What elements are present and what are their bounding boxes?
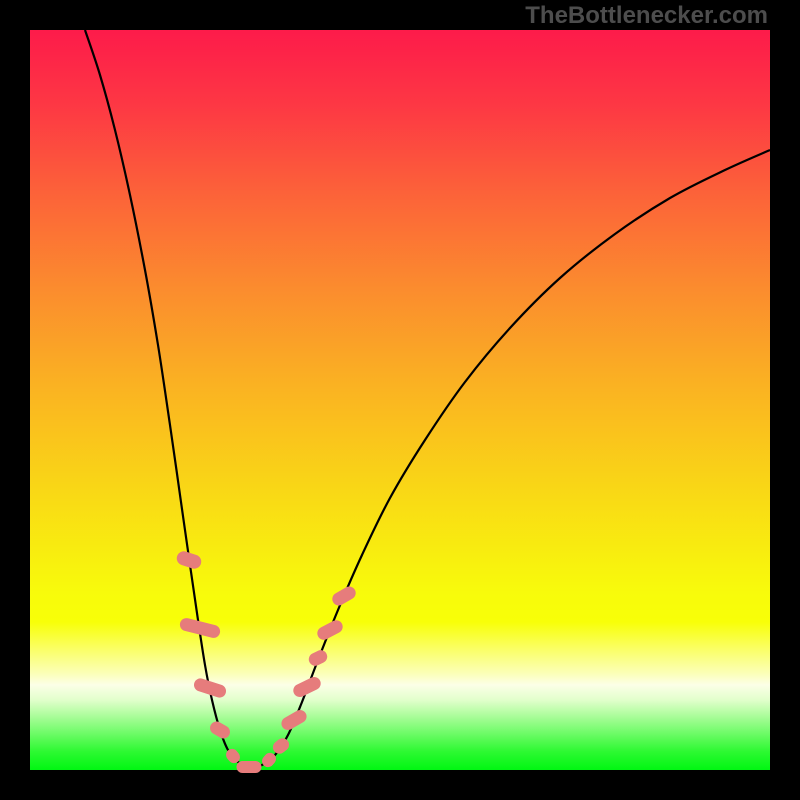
marker-group: [176, 550, 358, 772]
curve-marker: [316, 619, 345, 642]
curve-marker: [271, 736, 291, 755]
curve-marker: [292, 675, 322, 698]
curve-marker: [331, 585, 358, 607]
curve-marker: [237, 762, 261, 773]
bottleneck-curve-right: [250, 150, 770, 768]
curve-marker: [307, 649, 328, 668]
plot-area: [30, 30, 770, 770]
watermark-text: TheBottlenecker.com: [525, 2, 768, 30]
curve-layer: [30, 30, 770, 770]
bottleneck-curve-left: [85, 30, 250, 768]
curve-marker: [208, 720, 231, 740]
curve-marker: [280, 708, 309, 731]
chart-container: TheBottlenecker.com: [0, 0, 800, 800]
curve-marker: [176, 550, 203, 570]
